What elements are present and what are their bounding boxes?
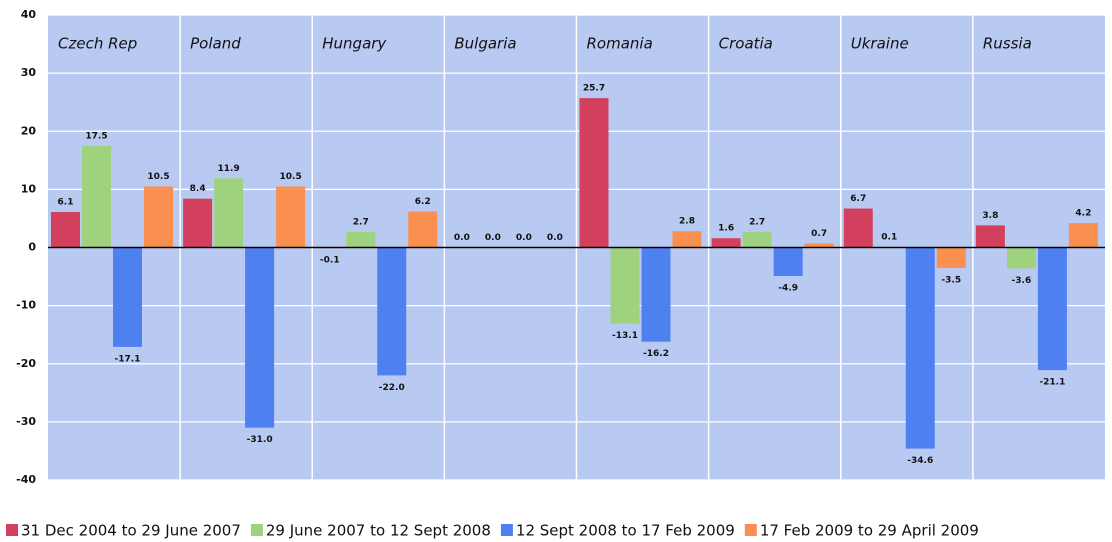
value-label: 17.5: [85, 131, 107, 141]
value-label: -22.0: [379, 383, 405, 393]
y-tick-label: 10: [21, 182, 37, 195]
bar: [408, 211, 438, 248]
bar: [1037, 247, 1067, 371]
value-label: 0.0: [516, 233, 532, 243]
value-label: 2.7: [749, 217, 765, 227]
y-tick-label: -10: [16, 299, 36, 312]
y-tick-label: 40: [21, 8, 37, 21]
value-label: -3.5: [941, 275, 961, 285]
value-label: 0.0: [547, 233, 563, 243]
bar: [1068, 223, 1098, 248]
category-label: Hungary: [322, 35, 387, 53]
value-label: 0.1: [881, 232, 897, 242]
legend-label: 29 June 2007 to 12 Sept 2008: [266, 522, 491, 540]
bar: [742, 231, 772, 248]
y-tick-label: 0: [28, 241, 36, 254]
value-label: 2.8: [679, 217, 695, 227]
value-label: 0.0: [485, 233, 501, 243]
value-label: 25.7: [583, 84, 605, 94]
value-label: -0.1: [320, 256, 340, 266]
value-label: 4.2: [1075, 209, 1091, 219]
legend-label: 17 Feb 2009 to 29 April 2009: [760, 522, 979, 540]
value-label: 6.7: [850, 194, 866, 204]
value-label: 8.4: [190, 184, 206, 194]
y-tick-label: -20: [16, 357, 36, 370]
value-label: 3.8: [982, 211, 998, 221]
bar: [843, 208, 873, 248]
y-tick-label: 30: [21, 66, 37, 79]
bar: [183, 198, 213, 248]
bar: [579, 98, 609, 248]
legend-swatch: [250, 524, 263, 536]
legend-swatch: [500, 524, 513, 536]
bar: [276, 186, 306, 248]
category-label: Bulgaria: [454, 35, 516, 53]
y-tick-label: -30: [16, 415, 36, 428]
value-label: 6.1: [58, 198, 74, 208]
bar: [936, 247, 966, 268]
value-label: -34.6: [907, 456, 933, 466]
bar: [346, 231, 376, 248]
bar: [905, 247, 935, 449]
category-label: Ukraine: [851, 35, 909, 53]
value-label: 0.0: [454, 233, 470, 243]
bar: [610, 247, 640, 324]
category-label: Poland: [190, 35, 241, 53]
bar: [113, 247, 142, 347]
value-label: -16.2: [643, 349, 669, 359]
bar: [672, 231, 702, 248]
bar: [377, 247, 407, 376]
value-label: -31.0: [247, 435, 273, 445]
bar: [82, 145, 111, 248]
bar: [214, 178, 244, 248]
bar: [711, 238, 741, 248]
legend-swatch: [744, 524, 757, 536]
legend-swatch: [6, 524, 18, 536]
value-label: -13.1: [612, 331, 638, 341]
value-label: -17.1: [115, 354, 141, 364]
bar: [975, 225, 1005, 248]
bar: [1006, 247, 1036, 269]
value-label: -4.9: [778, 283, 798, 293]
bar: [144, 186, 173, 248]
category-label: Croatia: [719, 35, 773, 53]
bar: [641, 247, 671, 342]
value-label: 0.7: [811, 229, 827, 239]
value-label: -3.6: [1012, 276, 1032, 286]
category-label: Czech Rep: [58, 35, 137, 53]
value-label: 6.2: [415, 197, 431, 207]
legend-label: 31 Dec 2004 to 29 June 2007: [21, 522, 241, 540]
bar: [245, 247, 275, 428]
value-label: 2.7: [353, 217, 369, 227]
bar: [51, 212, 80, 248]
bar: [773, 247, 803, 276]
value-label: 11.9: [218, 164, 240, 174]
value-label: 10.5: [147, 172, 169, 182]
value-label: 1.6: [718, 224, 734, 234]
bar: [804, 243, 834, 248]
y-tick-label: -40: [16, 473, 36, 486]
value-label: 10.5: [280, 172, 302, 182]
y-tick-label: 20: [21, 124, 37, 137]
legend-label: 12 Sept 2008 to 17 Feb 2009: [516, 522, 735, 540]
category-label: Romania: [587, 35, 653, 53]
value-label: -21.1: [1039, 378, 1065, 388]
category-label: Russia: [983, 35, 1032, 53]
